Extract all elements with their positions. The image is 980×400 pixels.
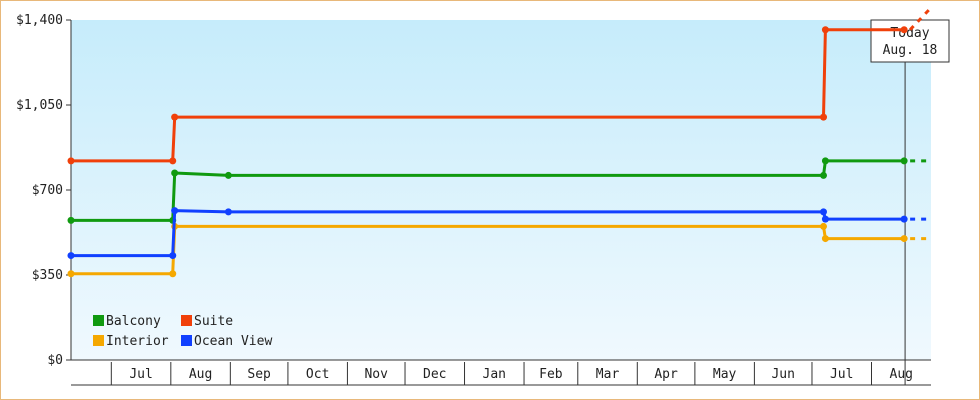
x-tick-label-0: Jul <box>129 367 152 382</box>
x-tick-label-6: Jan <box>483 367 506 382</box>
series-2-point-0 <box>67 270 75 278</box>
series-3-point-2 <box>171 207 179 215</box>
y-tick-label-3: $1,050 <box>16 98 63 113</box>
x-tick-label-11: Jun <box>771 367 794 382</box>
x-tick-label-7: Feb <box>539 367 563 382</box>
legend-swatch-3 <box>181 335 192 346</box>
series-3-point-1 <box>169 252 177 260</box>
series-1-point-3 <box>820 113 827 121</box>
series-1-point-2 <box>171 113 179 121</box>
series-1-point-1 <box>169 157 177 165</box>
y-tick-label-1: $350 <box>32 268 63 283</box>
series-1-point-0 <box>67 157 75 165</box>
series-2-point-4 <box>821 235 829 243</box>
x-tick-label-12: Jul <box>830 367 853 382</box>
series-3-point-0 <box>67 252 75 260</box>
y-tick-label-0: $0 <box>47 353 63 368</box>
x-tick-label-8: Mar <box>596 367 620 382</box>
legend-swatch-1 <box>181 315 192 326</box>
plot-background <box>71 20 931 360</box>
y-tick-label-2: $700 <box>32 183 63 198</box>
legend-label-3: Ocean View <box>194 334 272 349</box>
series-2-point-1 <box>169 270 177 278</box>
today-box <box>870 19 950 63</box>
series-0-point-2 <box>171 169 179 177</box>
series-3-point-3 <box>224 208 232 216</box>
series-3-point-4 <box>820 208 827 216</box>
x-tick-label-13: Aug <box>890 367 913 382</box>
series-3-point-6 <box>900 215 908 223</box>
series-projection-1 <box>909 6 933 31</box>
legend-swatch-2 <box>93 335 104 346</box>
x-tick-label-1: Aug <box>189 367 212 382</box>
legend-swatch-0 <box>93 315 104 326</box>
x-tick-label-9: Apr <box>654 367 678 382</box>
x-tick-label-10: May <box>713 367 737 382</box>
series-0-point-3 <box>224 171 232 179</box>
x-tick-label-2: Sep <box>247 367 271 382</box>
series-line-2 <box>71 224 905 276</box>
x-tick-label-4: Nov <box>364 367 388 382</box>
series-3-point-5 <box>821 215 829 223</box>
series-0-point-5 <box>821 157 829 165</box>
y-tick-label-4: $1,400 <box>16 13 63 28</box>
x-tick-label-3: Oct <box>306 367 329 382</box>
legend-label-1: Suite <box>194 314 233 329</box>
today-date-label: Aug. 18 <box>883 43 938 58</box>
series-2-point-5 <box>900 235 908 243</box>
legend-label-2: Interior <box>106 334 169 349</box>
series-line-1 <box>71 28 905 163</box>
series-1-point-4 <box>821 26 829 34</box>
series-0-point-0 <box>67 216 75 224</box>
series-0-point-6 <box>900 157 908 165</box>
legend-label-0: Balcony <box>106 314 161 329</box>
series-1-point-5 <box>900 26 908 34</box>
series-0-point-4 <box>820 171 827 179</box>
x-tick-label-5: Dec <box>423 367 446 382</box>
series-2-point-3 <box>820 222 827 230</box>
